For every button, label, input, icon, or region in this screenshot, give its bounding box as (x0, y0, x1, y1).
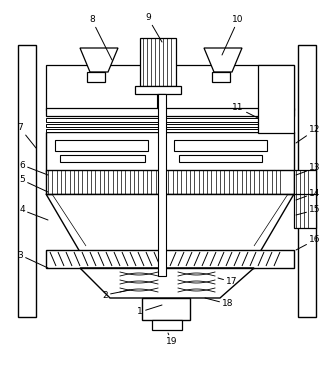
Text: 11: 11 (232, 103, 258, 118)
Bar (135, 86, 181, 94)
Polygon shape (204, 48, 242, 72)
Polygon shape (52, 194, 288, 248)
Text: 10: 10 (222, 15, 244, 55)
Text: 14: 14 (296, 188, 321, 200)
Bar (157, 94, 165, 108)
Bar (46, 132, 294, 172)
Bar (46, 118, 294, 122)
Text: 16: 16 (296, 236, 321, 250)
Text: 9: 9 (145, 14, 162, 42)
Text: 19: 19 (166, 333, 178, 347)
Text: 18: 18 (205, 298, 234, 308)
Bar (87, 72, 105, 82)
Bar (46, 108, 294, 116)
Bar (46, 170, 294, 194)
Text: 3: 3 (17, 251, 48, 268)
Bar (46, 250, 294, 268)
Bar (140, 38, 176, 86)
Bar (179, 155, 262, 162)
Polygon shape (46, 194, 294, 252)
Text: 5: 5 (19, 176, 48, 192)
Bar (258, 65, 294, 133)
Bar (46, 65, 294, 110)
Text: 4: 4 (19, 205, 48, 220)
Polygon shape (80, 48, 118, 72)
Bar (298, 45, 316, 317)
Text: 8: 8 (89, 15, 112, 60)
Bar (152, 320, 182, 330)
Polygon shape (80, 268, 254, 298)
Bar (60, 155, 145, 162)
Text: 12: 12 (296, 125, 321, 143)
Bar (46, 124, 294, 127)
Bar (18, 45, 36, 317)
Text: 13: 13 (296, 163, 321, 175)
Bar (158, 94, 166, 276)
Text: 2: 2 (102, 290, 130, 300)
Text: 1: 1 (137, 305, 162, 316)
Bar (174, 140, 267, 151)
Text: 6: 6 (19, 160, 48, 175)
Text: 17: 17 (218, 277, 238, 287)
Text: 7: 7 (17, 124, 36, 148)
Bar (294, 193, 316, 228)
Text: 15: 15 (296, 205, 321, 215)
Bar (55, 140, 148, 151)
Bar (294, 170, 316, 194)
Bar (46, 129, 294, 132)
Bar (142, 298, 190, 320)
Bar (212, 72, 230, 82)
